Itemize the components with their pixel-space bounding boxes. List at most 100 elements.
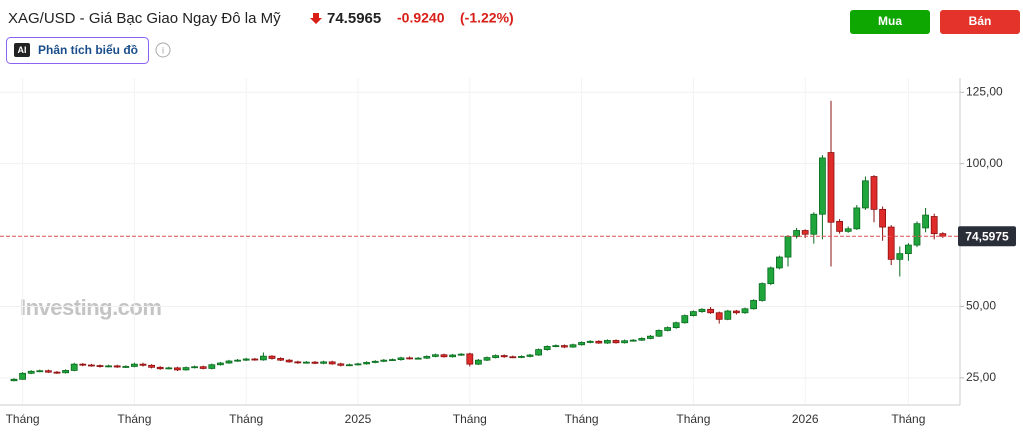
candle-body xyxy=(741,308,749,314)
ai-button[interactable] xyxy=(6,37,149,64)
candle-body xyxy=(793,230,800,237)
candle-body xyxy=(922,214,929,229)
candle-body xyxy=(285,359,293,363)
watermark: Investing.com xyxy=(20,295,161,320)
candle-body xyxy=(173,367,181,371)
candle-body xyxy=(431,354,439,357)
candle-body xyxy=(647,335,654,339)
x-tick-label: Tháng xyxy=(229,412,263,426)
candle-body xyxy=(509,356,517,359)
candle-body xyxy=(535,349,542,356)
candle-body xyxy=(311,361,319,364)
candle-body xyxy=(302,361,310,364)
candle-body xyxy=(750,300,757,310)
candle-body xyxy=(518,356,525,358)
candle-body xyxy=(251,358,259,361)
candle-body xyxy=(844,228,852,232)
y-tick-label: 125,00 xyxy=(966,84,1003,98)
sell-button[interactable] xyxy=(940,10,1020,34)
candle-body xyxy=(148,364,156,368)
candle-body xyxy=(595,340,603,344)
candle-body xyxy=(354,363,362,366)
candle-body xyxy=(199,366,207,369)
candle-body xyxy=(130,363,138,367)
last-price-tag xyxy=(958,226,1016,247)
sell-label[interactable]: Bán xyxy=(969,14,992,28)
candle-body xyxy=(879,208,886,228)
candle-body xyxy=(88,364,95,367)
info-icon-i: i xyxy=(162,45,164,55)
candle-body xyxy=(543,346,551,350)
candle-body xyxy=(337,363,345,366)
x-tick-label: Tháng xyxy=(565,412,599,426)
candle-body xyxy=(156,366,164,370)
x-tick-label: Tháng xyxy=(676,412,710,426)
candle-body xyxy=(724,310,732,320)
candle-body xyxy=(268,355,276,359)
candle-body xyxy=(604,340,611,344)
candle-body xyxy=(500,355,508,358)
candle-body xyxy=(569,344,577,348)
candle-body xyxy=(363,362,371,365)
candle-body xyxy=(414,357,422,360)
candle-body xyxy=(767,267,775,285)
candle-body xyxy=(19,372,27,380)
candle-body xyxy=(345,364,353,367)
ai-badge-text: AI xyxy=(18,45,27,55)
candle-body xyxy=(457,353,465,356)
candle-body xyxy=(371,360,379,363)
candle-body xyxy=(62,370,69,374)
candle-body xyxy=(913,223,921,246)
candle-body xyxy=(320,361,328,364)
candle-body xyxy=(526,354,534,357)
x-tick-label: 2025 xyxy=(345,412,372,426)
x-tick-label: Tháng xyxy=(453,412,487,426)
candle-body xyxy=(53,371,61,374)
candle-body xyxy=(139,363,147,366)
candle-body xyxy=(388,359,396,361)
instrument-title: XAG/USD - Giá Bạc Giao Ngay Đô la Mỹ xyxy=(8,10,281,27)
candle-body xyxy=(827,152,835,223)
candle-body xyxy=(784,236,792,258)
candle-body xyxy=(664,327,671,331)
candle-body xyxy=(96,365,104,367)
candle-body xyxy=(836,220,843,232)
candle-body xyxy=(758,283,766,301)
candle-body xyxy=(234,359,242,362)
candle-body xyxy=(612,340,620,344)
down-arrow xyxy=(310,13,322,24)
candle-body xyxy=(862,180,869,209)
candle-body xyxy=(586,340,594,343)
candle-body xyxy=(930,216,938,235)
candle-body xyxy=(105,365,112,368)
x-tick-label: 2026 xyxy=(792,412,819,426)
candle-body xyxy=(294,361,302,364)
ai-label[interactable]: Phân tích biểu đồ xyxy=(38,43,138,57)
candle-body xyxy=(483,357,491,361)
candle-body xyxy=(216,362,224,366)
candle-body xyxy=(242,358,250,361)
candle-body xyxy=(406,357,414,360)
candle-body xyxy=(492,355,500,358)
candle-body xyxy=(810,213,818,235)
candle-body xyxy=(638,338,646,341)
change: -0.9240 xyxy=(397,10,445,26)
candle-body xyxy=(690,311,697,317)
candle-body xyxy=(655,330,663,337)
candle-body xyxy=(552,345,560,347)
candle-body xyxy=(887,226,895,260)
buy-label[interactable]: Mua xyxy=(878,14,902,28)
info-icon[interactable] xyxy=(155,42,171,58)
x-tick-label: Tháng xyxy=(891,412,925,426)
buy-button[interactable] xyxy=(850,10,930,34)
candle-body xyxy=(776,256,783,269)
candle-body xyxy=(466,353,474,365)
y-tick-label: 50,00 xyxy=(966,299,996,313)
candle-body xyxy=(208,364,216,369)
candle-body xyxy=(801,230,809,235)
candle-body xyxy=(896,253,904,260)
candle-body xyxy=(698,308,706,313)
candle-body xyxy=(905,244,912,255)
candle-body xyxy=(380,359,388,362)
